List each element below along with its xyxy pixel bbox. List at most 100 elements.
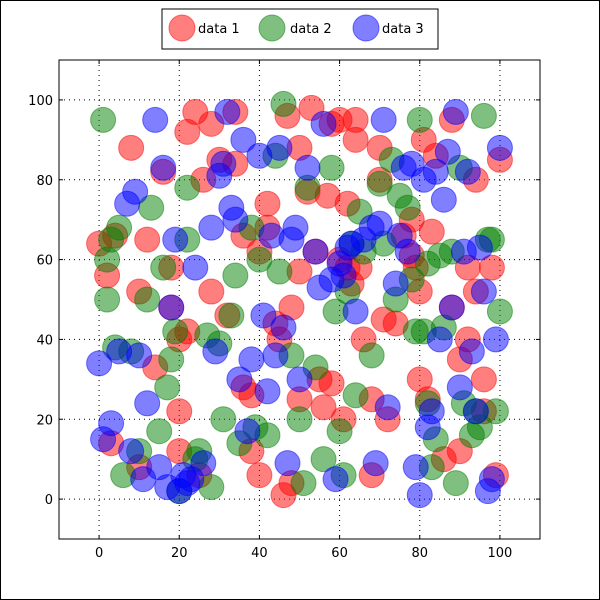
data-point-series-2 (326, 418, 353, 445)
data-point-series-2 (442, 470, 469, 497)
data-point-series-3 (342, 298, 369, 325)
legend-label-data-3: data 3 (382, 22, 424, 37)
data-point-series-2 (270, 90, 297, 117)
data-point-series-2 (266, 258, 293, 285)
legend-label-data-2: data 2 (290, 22, 332, 37)
data-point-series-3 (482, 326, 509, 353)
data-point-series-2 (90, 106, 117, 133)
data-point-series-3 (466, 234, 493, 261)
data-point-series-1 (134, 226, 161, 253)
data-point-series-2 (366, 170, 393, 197)
data-point-series-3 (374, 394, 401, 421)
data-point-series-3 (142, 106, 169, 133)
data-point-series-3 (134, 390, 161, 417)
x-tick-label: 0 (95, 546, 103, 561)
data-point-series-2 (246, 246, 273, 273)
x-tick-label: 60 (331, 546, 348, 561)
legend: data 1 data 2 data 3 (161, 8, 439, 50)
data-point-series-1 (478, 254, 505, 281)
data-point-series-2 (342, 382, 369, 409)
data-point-series-3 (122, 178, 149, 205)
data-point-series-3 (262, 342, 289, 369)
data-point-series-3 (454, 158, 481, 185)
data-point-series-2 (290, 470, 317, 497)
data-point-series-2 (470, 102, 497, 129)
data-point-series-3 (302, 238, 329, 265)
data-point-series-2 (162, 318, 189, 345)
data-point-series-2 (486, 298, 513, 325)
data-point-series-3 (126, 342, 153, 369)
y-tick-label: 20 (36, 413, 53, 428)
data-point-series-3 (198, 214, 225, 241)
data-point-series-3 (294, 154, 321, 181)
data-point-series-1 (246, 462, 273, 489)
data-point-series-3 (118, 438, 145, 465)
data-point-series-2 (134, 286, 161, 313)
data-point-series-3 (250, 302, 277, 329)
data-point-series-2 (218, 302, 245, 329)
legend-marker-data-3 (352, 14, 380, 42)
data-point-series-3 (98, 410, 125, 437)
data-point-series-2 (210, 406, 237, 433)
axis-ticks: 0 20 40 60 80 100 0 20 40 60 80 100 (28, 60, 540, 561)
x-tick-label: 100 (488, 546, 513, 561)
data-point-series-1 (166, 398, 193, 425)
data-point-series-2 (318, 154, 345, 181)
x-tick-label: 20 (171, 546, 188, 561)
legend-box (161, 8, 439, 50)
data-point-series-3 (254, 378, 281, 405)
data-point-series-2 (150, 254, 177, 281)
data-point-series-3 (330, 262, 357, 289)
data-point-series-3 (282, 214, 309, 241)
data-point-series-3 (394, 238, 421, 265)
data-point-series-3 (266, 134, 293, 161)
data-point-series-3 (310, 110, 337, 137)
data-point-series-1 (418, 218, 445, 245)
data-point-series-3 (322, 466, 349, 493)
data-point-series-3 (234, 418, 261, 445)
data-point-series-1 (310, 394, 337, 421)
y-tick-label: 100 (28, 94, 53, 109)
data-point-series-3 (274, 450, 301, 477)
data-point-series-1 (318, 370, 345, 397)
x-tick-label: 40 (251, 546, 268, 561)
data-point-series-2 (358, 342, 385, 369)
data-point-series-3 (158, 294, 185, 321)
plot-area-border (58, 59, 541, 540)
data-point-series-3 (418, 398, 445, 425)
data-point-series-3 (426, 326, 453, 353)
legend-marker-data-2 (258, 14, 286, 42)
data-point-series-3 (270, 314, 297, 341)
data-point-series-3 (370, 106, 397, 133)
data-point-series-3 (238, 346, 265, 373)
data-point-series-2 (94, 286, 121, 313)
data-point-series-1 (118, 134, 145, 161)
data-point-series-3 (182, 254, 209, 281)
data-point-series-3 (434, 138, 461, 165)
data-point-series-3 (402, 454, 429, 481)
data-point-series-3 (162, 226, 189, 253)
data-point-series-2 (310, 446, 337, 473)
data-point-series-2 (222, 262, 249, 289)
data-point-series-2 (146, 418, 173, 445)
data-point-series-1 (470, 366, 497, 393)
data-point-series-2 (154, 374, 181, 401)
data-point-series-3 (406, 482, 433, 509)
x-tick-label: 80 (411, 546, 428, 561)
y-tick-label: 0 (45, 493, 53, 508)
data-point-series-3 (214, 98, 241, 125)
data-point-series-3 (222, 206, 249, 233)
data-point-series-3 (438, 294, 465, 321)
data-point-series-1 (254, 190, 281, 217)
data-point-series-3 (382, 270, 409, 297)
data-point-series-2 (406, 106, 433, 133)
legend-marker-data-1 (168, 14, 196, 42)
data-point-series-3 (202, 338, 229, 365)
data-point-series-2 (158, 346, 185, 373)
y-tick-label: 80 (36, 174, 53, 189)
data-point-series-3 (478, 466, 505, 493)
data-point-series-3 (286, 366, 313, 393)
legend-label-data-1: data 1 (198, 22, 240, 37)
data-point-series-3 (462, 398, 489, 425)
